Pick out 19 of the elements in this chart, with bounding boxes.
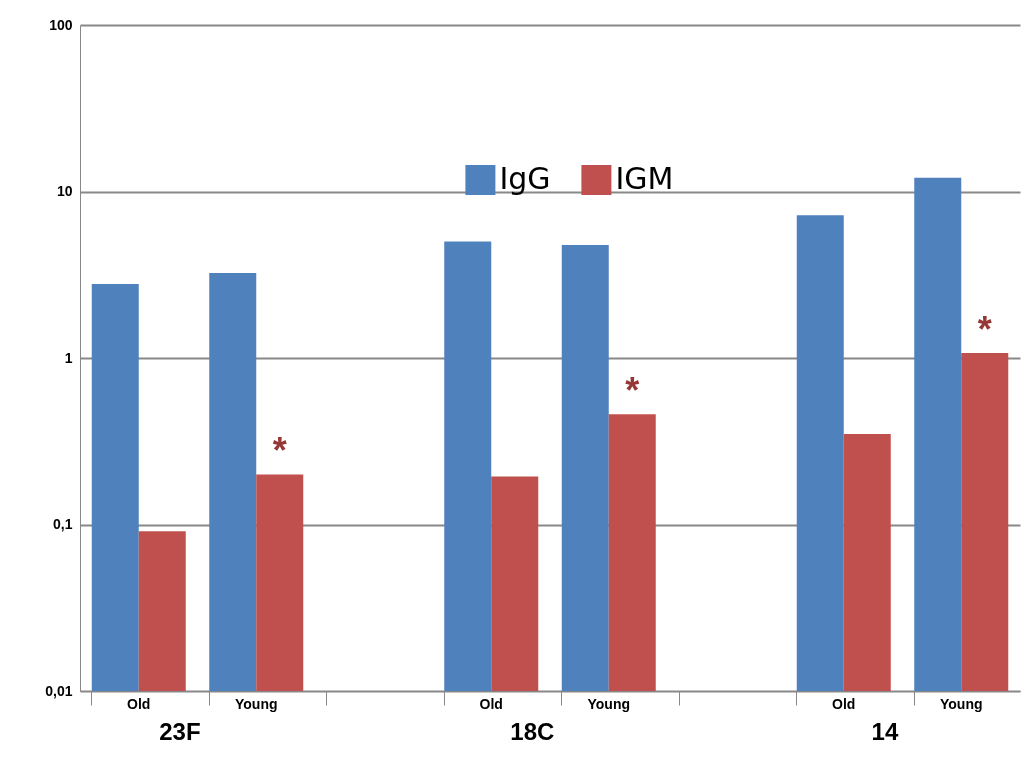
text: 23F bbox=[159, 718, 201, 745]
x-tick-label: Old bbox=[832, 695, 856, 712]
annotation: * bbox=[625, 370, 640, 412]
x-tick-label: Young bbox=[939, 695, 983, 712]
legend-label: IGM bbox=[615, 161, 674, 196]
annotation: * bbox=[977, 309, 992, 351]
text: 14 bbox=[871, 718, 899, 745]
x-tick-label: Old bbox=[479, 695, 503, 712]
y-tick-label: 0,01 bbox=[45, 682, 73, 699]
text: 18C bbox=[510, 718, 555, 745]
y-tick-label: 1 bbox=[64, 349, 73, 366]
annotation: * bbox=[272, 430, 287, 472]
y-tick-label: 10 bbox=[56, 183, 73, 199]
legend-label: IgG bbox=[499, 161, 551, 196]
x-tick-label: Young bbox=[587, 695, 631, 712]
y-tick-label: 0,1 bbox=[53, 516, 73, 532]
y-tick-label: 100 bbox=[49, 16, 73, 33]
x-tick-label: Young bbox=[234, 695, 278, 712]
x-tick-label: Old bbox=[127, 695, 151, 712]
